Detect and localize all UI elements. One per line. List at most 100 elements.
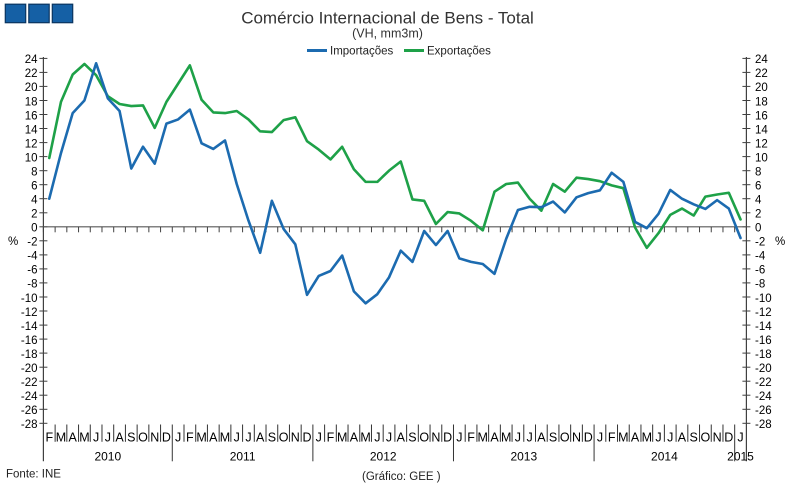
svg-text:0: 0 — [31, 223, 37, 235]
svg-text:J: J — [527, 430, 533, 444]
svg-text:N: N — [572, 430, 581, 444]
svg-text:D: D — [162, 430, 171, 444]
svg-text:-20: -20 — [755, 363, 772, 375]
svg-text:A: A — [490, 430, 499, 444]
svg-text:N: N — [431, 430, 440, 444]
svg-text:D: D — [303, 430, 312, 444]
svg-text:O: O — [419, 430, 429, 444]
svg-text:0: 0 — [755, 223, 761, 235]
svg-text:%: % — [8, 236, 18, 248]
svg-text:M: M — [618, 430, 628, 444]
svg-text:-26: -26 — [21, 405, 38, 417]
svg-text:-18: -18 — [21, 349, 38, 361]
svg-text:4: 4 — [755, 195, 762, 207]
svg-text:-16: -16 — [21, 335, 38, 347]
svg-text:J: J — [597, 430, 603, 444]
svg-text:14: 14 — [755, 124, 768, 136]
svg-text:M: M — [220, 430, 230, 444]
svg-text:J: J — [105, 430, 111, 444]
svg-text:O: O — [138, 430, 148, 444]
svg-text:M: M — [196, 430, 206, 444]
svg-text:M: M — [501, 430, 511, 444]
svg-text:-28: -28 — [755, 419, 772, 431]
svg-text:S: S — [549, 430, 557, 444]
svg-text:O: O — [560, 430, 570, 444]
svg-text:F: F — [45, 430, 53, 444]
svg-text:24: 24 — [755, 54, 768, 66]
svg-text:8: 8 — [755, 167, 761, 179]
svg-text:2011: 2011 — [230, 450, 256, 464]
svg-text:4: 4 — [31, 195, 38, 207]
svg-text:-16: -16 — [755, 335, 772, 347]
svg-text:-14: -14 — [21, 321, 38, 333]
svg-text:A: A — [209, 430, 218, 444]
svg-text:Fonte: INE: Fonte: INE — [6, 469, 61, 481]
svg-text:14: 14 — [25, 124, 38, 136]
svg-text:12: 12 — [25, 138, 38, 150]
svg-text:A: A — [678, 430, 687, 444]
svg-text:M: M — [360, 430, 370, 444]
svg-text:2: 2 — [31, 209, 37, 221]
svg-text:-18: -18 — [755, 349, 772, 361]
svg-text:J: J — [515, 430, 521, 444]
svg-text:F: F — [467, 430, 475, 444]
svg-text:J: J — [175, 430, 181, 444]
svg-text:-10: -10 — [755, 293, 772, 305]
svg-text:O: O — [279, 430, 289, 444]
svg-text:A: A — [69, 430, 78, 444]
svg-text:10: 10 — [755, 152, 768, 164]
svg-text:O: O — [701, 430, 711, 444]
svg-text:2010: 2010 — [94, 450, 121, 464]
svg-text:S: S — [689, 430, 697, 444]
svg-text:N: N — [150, 430, 159, 444]
svg-text:-6: -6 — [755, 265, 765, 277]
svg-text:2012: 2012 — [370, 450, 397, 464]
svg-text:M: M — [337, 430, 347, 444]
svg-text:J: J — [316, 430, 322, 444]
svg-text:-26: -26 — [755, 405, 772, 417]
svg-text:-12: -12 — [21, 307, 38, 319]
svg-text:6: 6 — [31, 181, 37, 193]
svg-text:J: J — [667, 430, 673, 444]
svg-text:2015: 2015 — [727, 450, 754, 464]
svg-text:Exportações: Exportações — [427, 46, 491, 58]
svg-text:8: 8 — [31, 167, 37, 179]
svg-text:20: 20 — [25, 82, 38, 94]
svg-text:M: M — [79, 430, 89, 444]
svg-text:D: D — [443, 430, 452, 444]
svg-text:J: J — [234, 430, 240, 444]
svg-text:-4: -4 — [27, 251, 38, 263]
svg-text:12: 12 — [755, 138, 768, 150]
svg-text:6: 6 — [755, 181, 761, 193]
svg-text:2013: 2013 — [510, 450, 537, 464]
svg-text:A: A — [350, 430, 359, 444]
svg-text:22: 22 — [25, 68, 38, 80]
svg-text:20: 20 — [755, 82, 768, 94]
svg-text:S: S — [127, 430, 135, 444]
svg-text:Importações: Importações — [330, 46, 394, 58]
svg-text:-8: -8 — [27, 279, 37, 291]
svg-text:J: J — [93, 430, 99, 444]
svg-text:22: 22 — [755, 68, 768, 80]
svg-text:-8: -8 — [755, 279, 765, 291]
svg-text:-24: -24 — [21, 391, 38, 403]
svg-text:F: F — [186, 430, 194, 444]
svg-text:F: F — [608, 430, 616, 444]
svg-text:(VH, mm3m): (VH, mm3m) — [352, 27, 423, 41]
svg-text:18: 18 — [755, 96, 768, 108]
svg-text:18: 18 — [25, 96, 38, 108]
svg-text:A: A — [115, 430, 124, 444]
svg-text:(Gráfico: GEE ): (Gráfico: GEE ) — [362, 471, 441, 483]
svg-text:J: J — [374, 430, 380, 444]
svg-text:2014: 2014 — [651, 450, 678, 464]
svg-text:J: J — [737, 430, 743, 444]
svg-text:2: 2 — [755, 209, 761, 221]
svg-text:S: S — [408, 430, 416, 444]
svg-text:16: 16 — [755, 110, 768, 122]
svg-text:-10: -10 — [21, 293, 38, 305]
svg-text:%: % — [775, 236, 785, 248]
svg-text:10: 10 — [25, 152, 38, 164]
svg-text:-28: -28 — [21, 419, 38, 431]
svg-text:N: N — [291, 430, 300, 444]
svg-text:A: A — [631, 430, 640, 444]
